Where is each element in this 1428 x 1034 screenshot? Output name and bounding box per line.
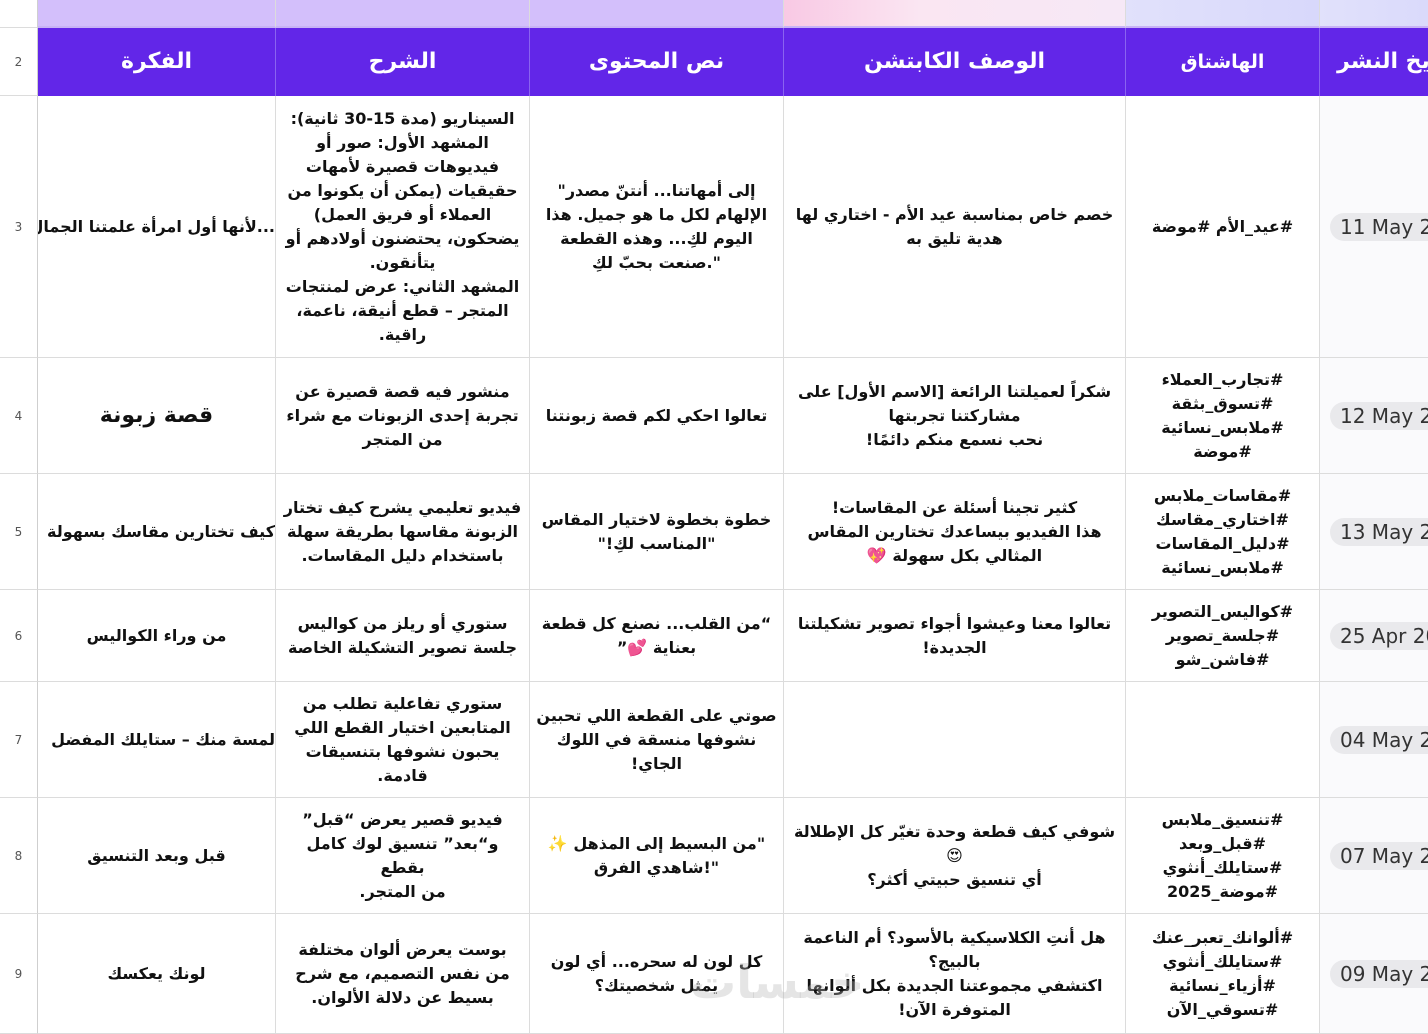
cell-explanation[interactable]: فيديو تعليمي يشرح كيف تختار الزبونة مقاس… <box>276 474 530 590</box>
cell-idea[interactable]: قبل وبعد التنسيق <box>38 798 276 914</box>
cell-content-text[interactable]: خطوة بخطوة لاختيار المقاس "المناسب لكِ!" <box>530 474 784 590</box>
banner-cell[interactable] <box>784 0 1126 28</box>
row-number[interactable]: 2 <box>0 28 38 96</box>
cell-publish-date[interactable]: 11 May 2025 <box>1320 96 1428 358</box>
cell-caption[interactable]: شوفي كيف قطعة وحدة تغيّر كل الإطلالة 😍 أ… <box>784 798 1126 914</box>
cell-caption[interactable]: تعالوا معنا وعيشوا أجواء تصوير تشكيلتنا … <box>784 590 1126 682</box>
cell-caption[interactable]: خصم خاص بمناسبة عيد الأم - اختاري لها هد… <box>784 96 1126 358</box>
date-chip: 13 May 2025 <box>1330 517 1428 546</box>
cell-hashtag[interactable]: #تنسيق_ملابس #قبل_وبعد #ستايلك_أنثوي #مو… <box>1126 798 1320 914</box>
cell-idea[interactable]: كيف تختارين مقاسك بسهولة <box>38 474 276 590</box>
cell-idea[interactable]: لمسة منك – ستايلك المفضل <box>38 682 276 798</box>
row-number[interactable]: 9 <box>0 914 38 1034</box>
cell-idea[interactable]: لونك يعكسك <box>38 914 276 1034</box>
banner-cell[interactable] <box>530 0 784 28</box>
cell-explanation[interactable]: فيديو قصير يعرض “قبل” و“بعد” تنسيق لوك ك… <box>276 798 530 914</box>
date-chip: 12 May 2025 <box>1330 401 1428 430</box>
date-chip: 04 May 2025 <box>1330 725 1428 754</box>
cell-publish-date[interactable]: 12 May 2025 <box>1320 358 1428 474</box>
row-number[interactable]: 7 <box>0 682 38 798</box>
cell-idea[interactable]: ...لأنها أول امرأة علمتنا الجمال <box>38 96 276 358</box>
row-number[interactable]: 4 <box>0 358 38 474</box>
cell-publish-date[interactable]: 04 May 2025 <box>1320 682 1428 798</box>
watermark-logo: خمسات <box>690 955 865 1009</box>
header-idea[interactable]: الفكرة <box>38 28 276 96</box>
header-content-text[interactable]: نص المحتوى <box>530 28 784 96</box>
row-number[interactable]: 6 <box>0 590 38 682</box>
cell-content-text[interactable]: كل لون له سحره... أي لون يمثل شخصيتك؟ <box>530 914 784 1034</box>
date-chip: 09 May 2025 <box>1330 959 1428 988</box>
banner-cell[interactable] <box>1126 0 1320 28</box>
cell-caption[interactable]: كثير تجينا أسئلة عن المقاسات! هذا الفيدي… <box>784 474 1126 590</box>
row-number[interactable]: 5 <box>0 474 38 590</box>
cell-publish-date[interactable]: 25 Apr 2025 <box>1320 590 1428 682</box>
cell-content-text[interactable]: تعالوا احكي لكم قصة زبونتنا <box>530 358 784 474</box>
cell-explanation[interactable]: ستوري أو ريلز من كواليس جلسة تصوير التشك… <box>276 590 530 682</box>
header-caption[interactable]: الوصف الكابتشن <box>784 28 1126 96</box>
cell-caption[interactable]: هل أنتِ الكلاسيكية بالأسود؟ أم الناعمة ب… <box>784 914 1126 1034</box>
cell-hashtag[interactable] <box>1126 682 1320 798</box>
cell-caption[interactable] <box>784 682 1126 798</box>
cell-hashtag[interactable]: #ألوانك_تعبر_عنك #ستايلك_أنثوي #أزياء_نس… <box>1126 914 1320 1034</box>
cell-publish-date[interactable]: 09 May 2025 <box>1320 914 1428 1034</box>
cell-content-text[interactable]: "من البسيط إلى المذهل ✨ "!شاهدي الفرق <box>530 798 784 914</box>
header-publish-date[interactable]: تاريخ النشر <box>1320 28 1428 96</box>
date-chip: 11 May 2025 <box>1330 212 1428 241</box>
cell-publish-date[interactable]: 07 May 2025 <box>1320 798 1428 914</box>
cell-hashtag[interactable]: #مقاسات_ملابس #اختاري_مقاسك #دليل_المقاس… <box>1126 474 1320 590</box>
row-header-1[interactable] <box>0 0 38 28</box>
date-chip: 07 May 2025 <box>1330 841 1428 870</box>
cell-hashtag[interactable]: #عيد_الأم #موضة <box>1126 96 1320 358</box>
cell-content-text[interactable]: صوتي على القطعة اللي تحبين نشوفها منسقة … <box>530 682 784 798</box>
row-number[interactable]: 8 <box>0 798 38 914</box>
banner-cell[interactable] <box>1320 0 1428 28</box>
banner-cell[interactable] <box>276 0 530 28</box>
cell-explanation[interactable]: السيناريو (مدة 15-30 ثانية): المشهد الأو… <box>276 96 530 358</box>
date-chip: 25 Apr 2025 <box>1330 621 1428 650</box>
cell-idea[interactable]: قصة زبونة <box>38 358 276 474</box>
cell-explanation[interactable]: بوست يعرض ألوان مختلفة من نفس التصميم، م… <box>276 914 530 1034</box>
cell-idea[interactable]: من وراء الكواليس <box>38 590 276 682</box>
cell-hashtag[interactable]: #تجارب_العملاء #تسوق_بثقة #ملابس_نسائية … <box>1126 358 1320 474</box>
cell-explanation[interactable]: منشور فيه قصة قصيرة عن تجربة إحدى الزبون… <box>276 358 530 474</box>
banner-cell[interactable] <box>38 0 276 28</box>
cell-content-text[interactable]: “من القلب... نصنع كل قطعة بعناية 💕” <box>530 590 784 682</box>
header-explanation[interactable]: الشرح <box>276 28 530 96</box>
cell-publish-date[interactable]: 13 May 2025 <box>1320 474 1428 590</box>
cell-caption[interactable]: شكراً لعميلتنا الرائعة [الاسم الأول] على… <box>784 358 1126 474</box>
row-number[interactable]: 3 <box>0 96 38 358</box>
cell-hashtag[interactable]: #كواليس_التصوير #جلسة_تصوير #فاشن_شو <box>1126 590 1320 682</box>
cell-content-text[interactable]: إلى أمهاتنا... أنتنّ مصدر" الإلهام لكل م… <box>530 96 784 358</box>
cell-explanation[interactable]: ستوري تفاعلية تطلب من المتابعين اختيار ا… <box>276 682 530 798</box>
header-hashtag[interactable]: الهاشتاق <box>1126 28 1320 96</box>
